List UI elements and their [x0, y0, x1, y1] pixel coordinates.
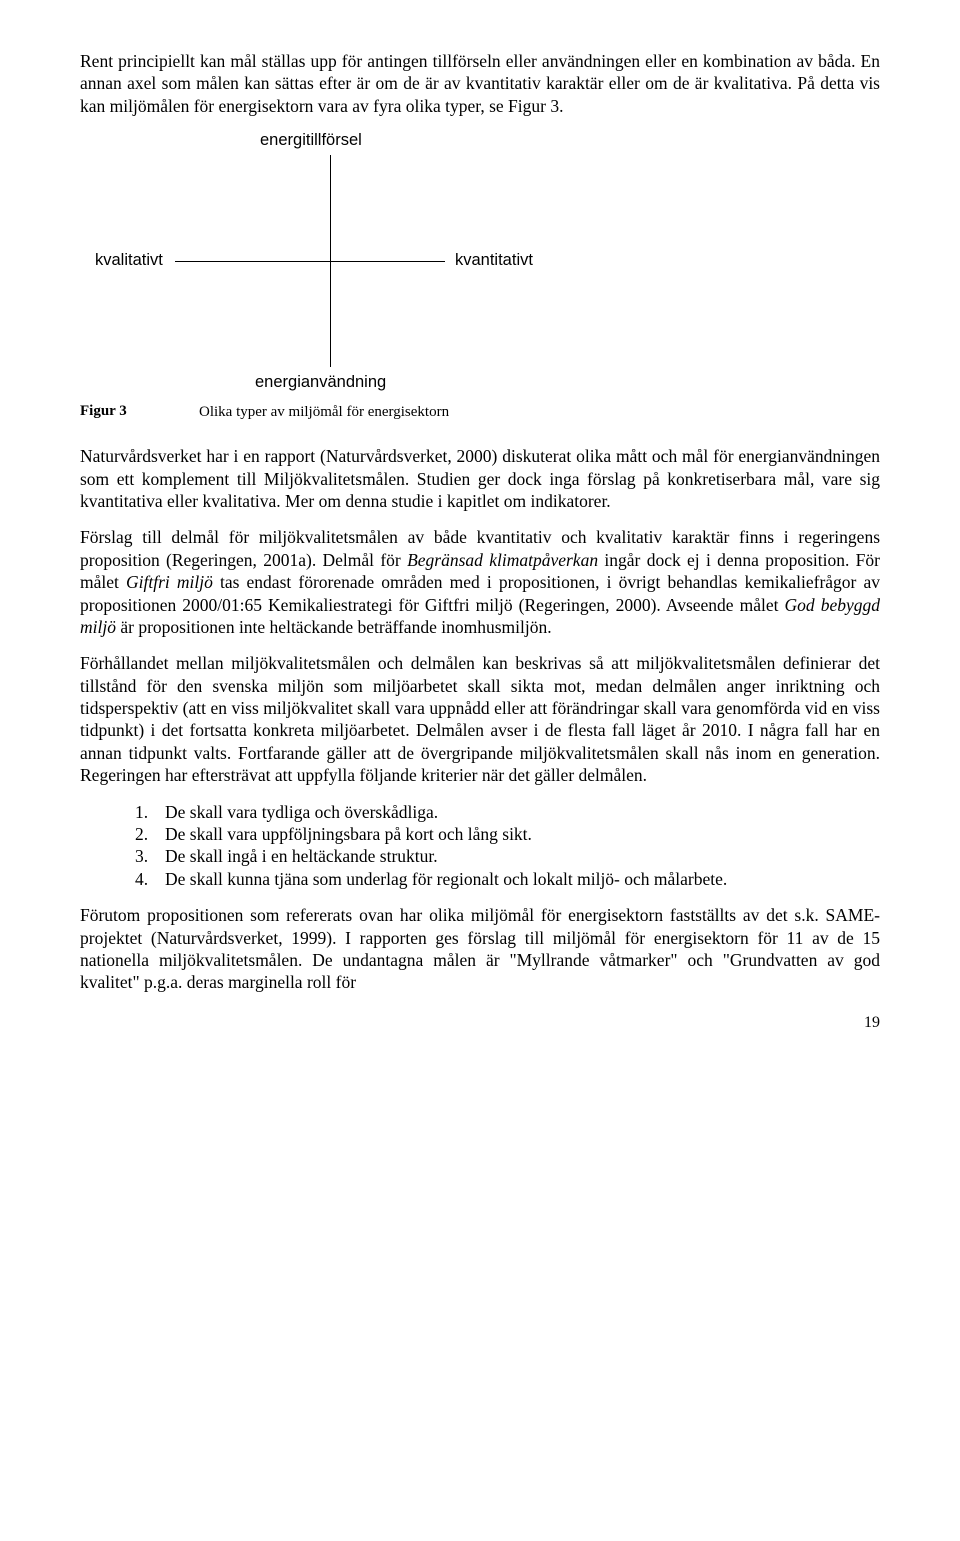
paragraph-5: Förutom propositionen som refererats ova… [80, 904, 880, 994]
figure-text: Olika typer av miljömål för energisektor… [199, 404, 449, 421]
list-text: De skall kunna tjäna som underlag för re… [165, 868, 727, 890]
list-text: De skall vara tydliga och överskådliga. [165, 801, 438, 823]
list-item: 2. De skall vara uppföljningsbara på kor… [135, 823, 880, 845]
document-page: Rent principiellt kan mål ställas upp fö… [0, 0, 960, 1062]
figure-caption: Figur 3 Olika typer av miljömål för ener… [80, 403, 880, 421]
list-text: De skall ingå i en heltäckande struktur. [165, 845, 438, 867]
para3-part-d: är propositionen inte heltäckande beträf… [116, 617, 552, 637]
quadrant-diagram: energitillförsel kvalitativt kvantitativ… [80, 131, 580, 391]
paragraph-2: Naturvårdsverket har i en rapport (Natur… [80, 445, 880, 512]
diagram-label-right: kvantitativt [455, 251, 533, 270]
para3-italic-1: Begränsad klimatpåverkan [407, 550, 598, 570]
list-text: De skall vara uppföljningsbara på kort o… [165, 823, 532, 845]
paragraph-1: Rent principiellt kan mål ställas upp fö… [80, 50, 880, 117]
list-item: 4. De skall kunna tjäna som underlag för… [135, 868, 880, 890]
paragraph-3: Förslag till delmål för miljökvalitetsmå… [80, 526, 880, 638]
list-number: 3. [135, 845, 165, 867]
list-number: 2. [135, 823, 165, 845]
list-number: 4. [135, 868, 165, 890]
list-number: 1. [135, 801, 165, 823]
list-item: 3. De skall ingå i en heltäckande strukt… [135, 845, 880, 867]
diagram-label-bottom: energianvändning [255, 373, 386, 392]
numbered-list: 1. De skall vara tydliga och överskådlig… [80, 801, 880, 891]
figure-label: Figur 3 [80, 403, 195, 420]
diagram-label-left: kvalitativt [95, 251, 163, 270]
para3-italic-2: Giftfri miljö [126, 572, 213, 592]
diagram-label-top: energitillförsel [260, 131, 362, 150]
paragraph-4: Förhållandet mellan miljökvalitetsmålen … [80, 652, 880, 786]
page-number: 19 [80, 1014, 880, 1032]
diagram-horizontal-axis [175, 261, 445, 262]
list-item: 1. De skall vara tydliga och överskådlig… [135, 801, 880, 823]
